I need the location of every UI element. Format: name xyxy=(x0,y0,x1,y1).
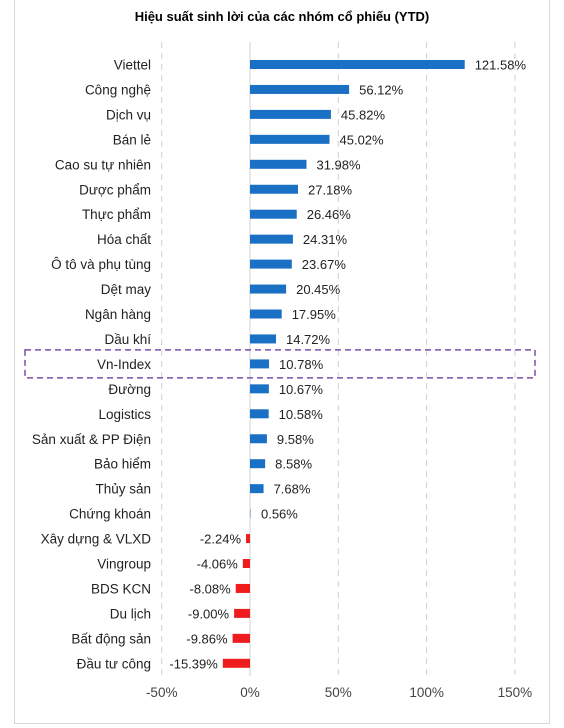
bar xyxy=(234,608,250,618)
value-label: 23.67% xyxy=(302,257,347,272)
x-tick-label: 100% xyxy=(409,685,444,700)
category-label: Dịch vụ xyxy=(106,107,151,122)
value-label: 10.58% xyxy=(279,407,324,422)
bar xyxy=(232,633,250,643)
bar xyxy=(250,84,350,94)
value-label: -9.86% xyxy=(186,631,228,646)
value-label: 0.56% xyxy=(261,507,298,522)
value-label: -4.06% xyxy=(197,557,239,572)
bar xyxy=(250,434,267,444)
bar xyxy=(250,409,269,419)
value-label: 20.45% xyxy=(296,282,341,297)
bar xyxy=(235,583,250,593)
bar xyxy=(250,359,270,369)
category-label: Ngân hàng xyxy=(85,307,151,322)
category-label: Du lịch xyxy=(110,606,151,621)
x-tick-label: 50% xyxy=(325,685,352,700)
value-label: -9.00% xyxy=(188,606,230,621)
category-label: BDS KCN xyxy=(91,581,151,596)
value-label: 10.67% xyxy=(279,382,324,397)
category-label: Dược phẩm xyxy=(79,182,151,197)
category-label: Cao su tự nhiên xyxy=(55,157,151,172)
bar xyxy=(222,658,250,668)
category-label: Sản xuất & PP Điện xyxy=(32,432,151,447)
x-tick-label: 150% xyxy=(498,685,533,700)
highlight-layer xyxy=(24,349,536,379)
category-label: Vingroup xyxy=(97,557,151,572)
category-label: Công nghệ xyxy=(85,82,151,97)
bar xyxy=(250,284,287,294)
value-label: 17.95% xyxy=(292,307,337,322)
value-label: 9.58% xyxy=(277,432,314,447)
bar xyxy=(246,534,250,544)
bar xyxy=(250,509,251,519)
value-label: 31.98% xyxy=(316,157,361,172)
value-label: -2.24% xyxy=(200,532,242,547)
value-label: 24.31% xyxy=(303,232,348,247)
value-label: 56.12% xyxy=(359,82,404,97)
value-label: 26.46% xyxy=(307,207,352,222)
bar xyxy=(242,559,250,568)
category-label: Vn-Index xyxy=(97,357,151,372)
category-label: Dầu khí xyxy=(104,332,151,347)
bar xyxy=(250,134,330,144)
category-label: Xây dựng & VLXD xyxy=(41,532,152,547)
category-label: Thực phẩm xyxy=(82,207,151,222)
category-label: Đầu tư công xyxy=(77,656,151,671)
category-label: Dệt may xyxy=(101,282,152,297)
value-label: 8.58% xyxy=(275,457,312,472)
x-axis-ticks: -50% 0% 50% 100% 150% xyxy=(146,685,532,700)
value-label: 45.82% xyxy=(341,107,386,122)
bar xyxy=(250,159,307,169)
category-label: Hóa chất xyxy=(97,232,151,247)
bar xyxy=(250,309,282,319)
bar xyxy=(250,234,293,244)
value-label: 7.68% xyxy=(274,482,311,497)
category-label: Bất động sản xyxy=(71,631,151,646)
value-label: 14.72% xyxy=(286,332,331,347)
value-label: 27.18% xyxy=(308,182,353,197)
category-label: Ô tô và phụ tùng xyxy=(51,257,151,272)
chart-frame xyxy=(14,0,550,724)
category-label: Bảo hiểm xyxy=(94,457,151,472)
bar xyxy=(250,484,264,494)
bar xyxy=(250,209,297,219)
x-tick-label: 0% xyxy=(240,685,260,700)
category-label: Viettel xyxy=(114,58,151,73)
labels: Viettel 121.58% Công nghệ 56.12% Dịch vụ 45.8… xyxy=(32,58,527,672)
value-label: 10.78% xyxy=(279,357,324,372)
bar xyxy=(250,184,298,194)
x-tick-label: -50% xyxy=(146,685,178,700)
bar xyxy=(250,334,276,344)
value-label: -15.39% xyxy=(169,656,218,671)
chart-title: Hiệu suất sinh lời của các nhóm cổ phiếu… xyxy=(135,9,430,24)
value-label: 45.02% xyxy=(340,132,385,147)
category-label: Logistics xyxy=(98,407,151,422)
bar xyxy=(250,109,331,119)
category-label: Đường xyxy=(108,382,151,397)
bar xyxy=(250,259,292,269)
bar xyxy=(250,60,465,69)
bar xyxy=(250,384,269,394)
highlight-box xyxy=(24,349,536,379)
category-label: Bán lẻ xyxy=(113,132,151,147)
bar xyxy=(250,459,266,469)
value-label: -8.08% xyxy=(190,581,232,596)
bars xyxy=(222,60,465,668)
category-label: Chứng khoán xyxy=(69,507,151,522)
category-label: Thủy sản xyxy=(95,482,151,497)
value-label: 121.58% xyxy=(475,58,527,73)
grid-lines xyxy=(161,42,516,676)
